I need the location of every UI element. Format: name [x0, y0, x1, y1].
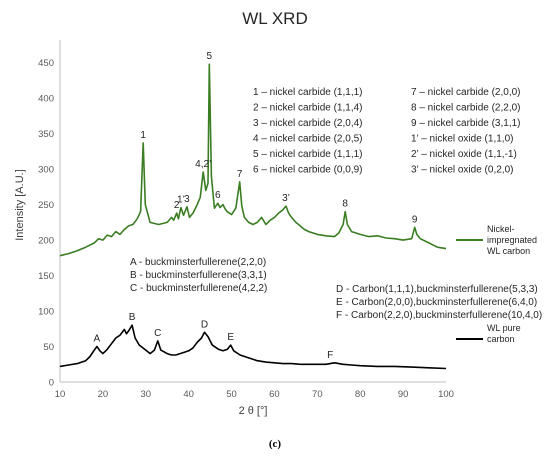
peak-label: 9	[412, 214, 418, 225]
annotation-line: 3’ – nickel oxide (0,2,0)	[411, 165, 513, 176]
y-tick-label: 50	[43, 342, 54, 353]
x-tick-label: 50	[226, 389, 237, 400]
annotation-line: 4 – nickel carbide (2,0,5)	[253, 134, 363, 145]
y-tick-label: 450	[38, 58, 54, 69]
x-tick-label: 20	[98, 389, 109, 400]
annotation-line: 8 – nickel carbide (2,2,0)	[411, 103, 521, 114]
y-tick-label: 200	[38, 236, 54, 247]
tick-labels: 10 20 30 40 50 60 70 80 90 100 0 50 100 150 200 250 300 3…	[38, 58, 454, 400]
peak-label: E	[227, 332, 234, 343]
y-tick-label: 300	[38, 165, 54, 176]
x-tick-label: 30	[140, 389, 151, 400]
x-tick-label: 10	[55, 389, 66, 400]
series-layer	[59, 63, 447, 370]
peak-labels: 1 21’ 3 4,2’ 5 6 7 3’ 8 9 A B C D E F	[94, 51, 418, 361]
annotation-line: A - buckminsterfullerene(2,2,0)	[130, 257, 266, 268]
x-tick-label: 40	[183, 389, 194, 400]
legend-label: Nickel-	[487, 224, 515, 234]
series-line-2	[59, 324, 447, 370]
annotation-line: 2’ – nickel oxide (1,1,-1)	[411, 149, 517, 160]
figure-caption: (c)	[269, 438, 282, 450]
x-tick-label: 100	[438, 389, 454, 400]
x-tick-label: 70	[312, 389, 323, 400]
peak-label: 3	[184, 194, 190, 205]
series-line-1	[59, 63, 447, 257]
phase-annotations: 1 – nickel carbide (1,1,1) 2 – nickel car…	[130, 87, 542, 321]
x-tick-label: 60	[269, 389, 280, 400]
annotation-line: D - Carbon(1,1,1),buckminsterfullerene(5…	[336, 284, 538, 295]
annotation-line: 6 – nickel carbide (0,0,9)	[253, 165, 363, 176]
y-tick-label: 150	[38, 271, 54, 282]
legend-label: carbon	[487, 334, 515, 344]
annotation-line: 9 – nickel carbide (3,1,1)	[411, 118, 521, 129]
legend-label: WL pure	[487, 323, 521, 333]
y-tick-label: 250	[38, 200, 54, 211]
peak-label: A	[94, 334, 101, 345]
peak-label: 1	[140, 130, 146, 141]
y-tick-label: 350	[38, 129, 54, 140]
legend-label: impregnated	[487, 235, 537, 245]
y-tick-label: 0	[49, 378, 54, 389]
peak-label: D	[201, 319, 208, 330]
peak-label: 5	[206, 51, 212, 62]
peak-label: 6	[215, 190, 221, 201]
annotation-line: 5 – nickel carbide (1,1,1)	[253, 149, 363, 160]
legend-label: WL carbon	[487, 246, 530, 256]
annotation-line: 3 – nickel carbide (2,0,4)	[253, 118, 363, 129]
annotation-line: B - buckminsterfullerene(3,3,1)	[130, 270, 267, 281]
x-axis-label: 2 θ [°]	[239, 405, 268, 417]
peak-label: 2	[174, 200, 180, 211]
peak-label: C	[154, 328, 161, 339]
peak-label: B	[129, 312, 136, 323]
annotation-line: 1’ – nickel oxide (1,1,0)	[411, 134, 513, 145]
x-tick-label: 80	[355, 389, 366, 400]
peak-label: F	[327, 350, 333, 361]
x-tick-label: 90	[398, 389, 409, 400]
y-axis-label: Intensity [A.U.]	[14, 169, 26, 241]
chart-title: WL XRD	[242, 9, 308, 28]
annotation-line: 1 – nickel carbide (1,1,1)	[253, 87, 363, 98]
peak-label: 7	[237, 169, 243, 180]
peak-label: 1’	[177, 194, 185, 205]
annotation-line: 2 – nickel carbide (1,1,4)	[253, 103, 363, 114]
peak-label: 3’	[282, 193, 290, 204]
annotation-line: 7 – nickel carbide (2,0,0)	[411, 87, 521, 98]
annotation-line: C - buckminsterfullerene(4,2,2)	[130, 283, 267, 294]
annotation-line: E - Carbon(2,0,0),buckminsterfullerene(6…	[336, 297, 537, 308]
peak-label: 8	[342, 199, 348, 210]
axes	[59, 40, 446, 383]
y-tick-label: 100	[38, 307, 54, 318]
annotation-line: F - Carbon(2,2,0),buckminsterfullerene(1…	[336, 310, 542, 321]
y-tick-label: 400	[38, 94, 54, 105]
peak-label: 4,2’	[195, 159, 211, 170]
